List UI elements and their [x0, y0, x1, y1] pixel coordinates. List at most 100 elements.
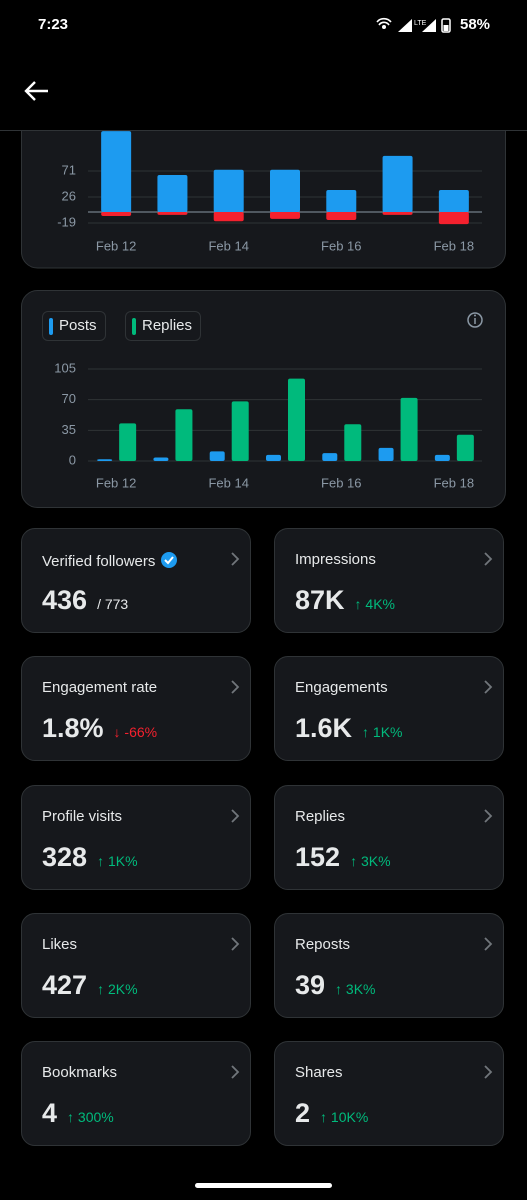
card-title: Verified followers	[42, 551, 178, 570]
bar	[456, 434, 474, 461]
legend-swatch	[49, 318, 53, 335]
legend-swatch	[132, 318, 136, 335]
card-title: Engagements	[295, 679, 388, 696]
bar	[119, 423, 137, 461]
card-total: / 773	[97, 596, 129, 612]
card-title-text: Shares	[295, 1064, 343, 1082]
bar	[382, 211, 413, 215]
bar	[322, 453, 338, 461]
bar	[157, 174, 188, 212]
metric-card[interactable]: Impressions 87K ↑ 4K%	[274, 528, 504, 633]
metric-card[interactable]: Verified followers 436 / 773	[21, 528, 251, 633]
card-value: 4 ↑ 300%	[42, 1098, 114, 1129]
card-delta: ↑ 300%	[67, 1109, 114, 1126]
y-tick-label: -19	[57, 214, 76, 229]
card-value-text: 2	[295, 1098, 311, 1129]
chevron	[484, 808, 493, 823]
card-delta: ↓ -66%	[113, 724, 158, 741]
card-value-text: 328	[42, 841, 88, 872]
chevron	[231, 680, 240, 694]
card-title: Engagement rate	[42, 679, 157, 696]
card-title: Replies	[295, 808, 345, 825]
bar	[400, 397, 418, 461]
legend-label: Replies	[142, 317, 193, 334]
x-tick-label: Feb 12	[96, 238, 136, 253]
bar	[434, 454, 450, 461]
y-tick-label: 71	[62, 162, 76, 177]
card-title-text: Likes	[42, 935, 78, 953]
chevron	[484, 552, 493, 566]
y-tick-label: 26	[62, 188, 76, 203]
card-delta: ↑ 3K%	[350, 852, 391, 869]
metric-card[interactable]: Engagement rate 1.8% ↓ -66%	[21, 656, 251, 762]
bar	[270, 169, 300, 212]
bar	[231, 401, 249, 461]
card-value: 2 ↑ 10K%	[295, 1098, 368, 1129]
metric-card[interactable]: Engagements 1.6K ↑ 1K%	[274, 656, 504, 762]
y-tick-label: 70	[62, 391, 76, 406]
x-tick-label: Feb 18	[434, 475, 474, 490]
metric-card[interactable]: Reposts 39 ↑ 3K%	[274, 912, 504, 1018]
card-delta: ↑ 10K%	[320, 1109, 369, 1126]
metric-card[interactable]: Profile visits 328 ↑ 1K%	[21, 784, 251, 890]
bar	[153, 457, 169, 461]
time: 7:23	[38, 16, 69, 33]
x-tick-label: Feb 14	[208, 475, 248, 490]
metric-card[interactable]: Bookmarks 4 ↑ 300%	[21, 1041, 251, 1147]
card-delta: ↑ 2K%	[97, 980, 138, 997]
y-tick-label: 35	[62, 422, 76, 437]
metric-card[interactable]: Shares 2 ↑ 10K%	[274, 1041, 504, 1147]
card-title-text: Verified followers	[42, 553, 156, 570]
card-title-text: Reposts	[295, 935, 351, 953]
bar	[326, 190, 357, 212]
card-value: 87K ↑ 4K%	[295, 585, 395, 616]
card-value-text: 39	[295, 969, 326, 1000]
card-title: Reposts	[295, 936, 350, 953]
card-value: 1.8% ↓ -66%	[42, 713, 157, 744]
card-title-text: Impressions	[295, 551, 376, 568]
chevron	[231, 1065, 240, 1079]
bar	[157, 211, 188, 215]
card-title: Profile visits	[42, 808, 122, 825]
chevron	[231, 937, 240, 951]
card-title-text: Engagement rate	[42, 679, 158, 697]
card-value: 427 ↑ 2K%	[42, 970, 138, 1001]
chevron	[484, 680, 493, 694]
bar	[378, 447, 394, 461]
card-value-text: 4	[42, 1098, 58, 1129]
card-value-text: 1.6K	[295, 713, 353, 744]
back-button[interactable]	[24, 80, 50, 102]
bar	[97, 459, 113, 461]
status-icons: LTE	[376, 17, 451, 33]
chevron	[231, 552, 240, 566]
card-value-text: 152	[295, 841, 341, 872]
bar	[101, 131, 132, 212]
card-delta: ↑ 1K%	[362, 724, 403, 741]
chevron	[231, 808, 240, 823]
bar	[344, 424, 362, 461]
card-value: 152 ↑ 3K%	[295, 842, 391, 873]
bar	[438, 190, 469, 212]
y-tick-label: 0	[69, 452, 76, 467]
card-delta: ↑ 1K%	[97, 852, 138, 869]
card-value-text: 1.8%	[42, 713, 104, 744]
bar	[326, 211, 357, 221]
x-tick-label: Feb 16	[321, 475, 361, 490]
info-icon[interactable]	[467, 312, 483, 328]
card-value-text: 436	[42, 585, 88, 615]
chevron	[484, 937, 493, 951]
x-tick-label: Feb 12	[96, 475, 136, 490]
legend-item[interactable]: Posts	[42, 311, 106, 341]
card-title-text: Bookmarks	[42, 1064, 118, 1082]
card-delta: ↑ 3K%	[335, 980, 376, 997]
bar	[382, 155, 413, 212]
metric-card[interactable]: Likes 427 ↑ 2K%	[21, 912, 251, 1018]
bar	[213, 169, 244, 212]
bar	[209, 451, 225, 461]
card-value-text: 87K	[295, 585, 345, 615]
card-value: 1.6K ↑ 1K%	[295, 713, 403, 744]
x-tick-label: Feb 14	[208, 238, 248, 253]
metric-card[interactable]: Replies 152 ↑ 3K%	[274, 784, 504, 890]
legend-item[interactable]: Replies	[125, 311, 202, 341]
card-value: 328 ↑ 1K%	[42, 842, 138, 873]
